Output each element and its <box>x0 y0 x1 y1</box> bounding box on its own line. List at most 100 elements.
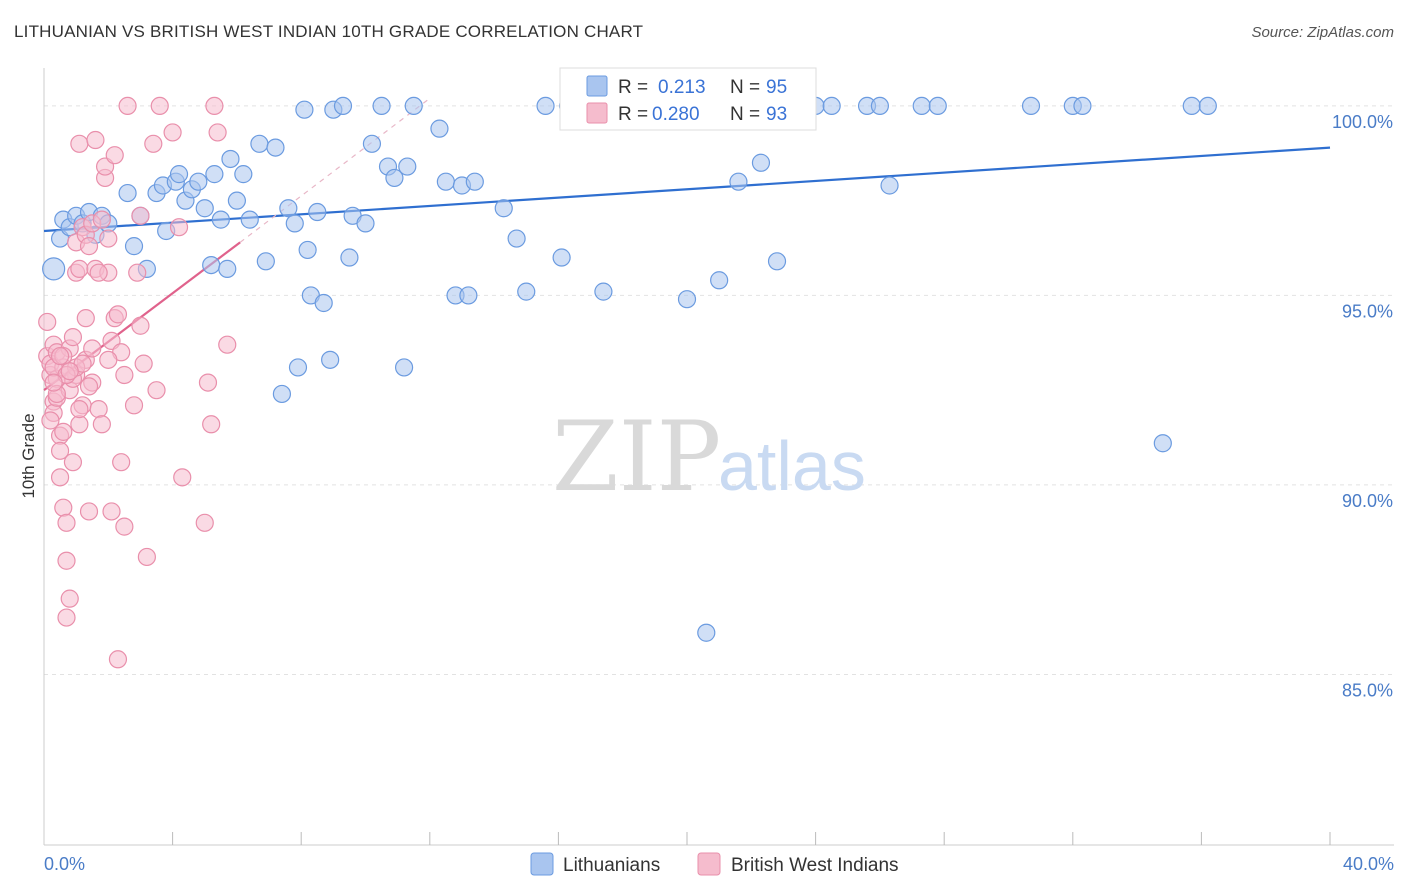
point-british-west-indian <box>202 415 221 434</box>
point-lithuanian <box>250 134 269 153</box>
point-british-west-indian <box>144 134 163 153</box>
point-british-west-indian <box>198 373 218 392</box>
point-british-west-indian <box>50 468 70 487</box>
point-british-west-indian <box>108 650 128 669</box>
point-british-west-indian <box>38 312 57 332</box>
point-british-west-indian <box>112 453 131 472</box>
point-british-west-indian <box>108 305 128 324</box>
point-british-west-indian <box>128 263 147 282</box>
point-british-west-indian <box>76 309 95 328</box>
point-lithuanian <box>870 96 890 116</box>
point-british-west-indian <box>218 335 237 354</box>
trendlines <box>43 97 1331 392</box>
point-british-west-indian <box>57 513 76 532</box>
point-lithuanian <box>218 259 237 278</box>
point-lithuanian <box>362 134 382 153</box>
point-lithuanian <box>1182 96 1201 116</box>
point-british-west-indian <box>54 498 73 517</box>
legend-n-value-1: 95 <box>766 77 787 98</box>
point-british-west-indian <box>163 123 182 142</box>
point-lithuanian <box>189 172 208 191</box>
x-ticks <box>172 832 1331 845</box>
legend-r-value-1: 0.213 <box>658 77 706 98</box>
point-lithuanian <box>340 248 359 267</box>
point-lithuanian <box>880 176 899 195</box>
bottom-legend-label-british-west-indians[interactable]: British West Indians <box>731 855 899 876</box>
legend-swatch-british-west-indians <box>586 102 608 124</box>
point-lithuanian <box>912 96 931 116</box>
legend-swatch-lithuanians <box>586 75 608 97</box>
point-lithuanian <box>729 172 748 191</box>
point-lithuanian <box>169 165 189 184</box>
point-british-west-indian <box>60 589 79 608</box>
y-tick-label: 95.0% <box>1342 301 1393 321</box>
point-british-west-indian <box>70 415 89 434</box>
point-lithuanian <box>240 210 259 229</box>
point-british-west-indian <box>63 328 83 347</box>
legend-r-label-2: R = <box>618 104 648 125</box>
chart-title: LITHUANIAN VS BRITISH WEST INDIAN 10TH G… <box>14 22 644 41</box>
legend-r-value-2: 0.280 <box>652 104 700 125</box>
point-lithuanian <box>372 96 391 116</box>
bottom-legend-label-lithuanians[interactable]: Lithuanians <box>563 855 660 876</box>
point-lithuanian <box>552 248 571 267</box>
point-lithuanian <box>266 138 285 157</box>
point-lithuanian <box>118 183 137 203</box>
stats-legend: R = 0.213 N = 95 R = 0.280 N = 93 <box>559 67 817 131</box>
point-british-west-indian <box>83 339 102 358</box>
point-british-west-indian <box>173 468 192 487</box>
point-british-west-indian <box>131 206 150 225</box>
source-attribution: Source: ZipAtlas.com <box>1251 24 1394 41</box>
point-lithuanian <box>1021 96 1041 116</box>
point-british-west-indian <box>54 422 73 441</box>
point-lithuanian <box>404 96 423 116</box>
point-british-west-indian <box>147 381 166 400</box>
point-lithuanian <box>1073 96 1092 116</box>
point-british-west-indian <box>79 502 99 521</box>
point-british-west-indian <box>150 96 169 116</box>
legend-r-label-1: R = <box>618 77 648 98</box>
point-lithuanian <box>272 384 292 404</box>
legend-n-label-1: N = <box>730 77 760 98</box>
point-british-west-indian <box>124 396 144 415</box>
point-british-west-indian <box>57 608 76 627</box>
point-lithuanian <box>308 202 327 222</box>
bottom-legend-swatch-british-west-indians[interactable] <box>697 852 721 876</box>
point-british-west-indian <box>99 229 118 248</box>
x-tick-max: 40.0% <box>1343 854 1394 874</box>
y-axis-label: 10th Grade <box>19 413 38 498</box>
y-tick-label: 90.0% <box>1342 491 1393 511</box>
data-points <box>38 96 1217 669</box>
point-lithuanian <box>697 623 716 642</box>
point-british-west-indian <box>115 365 134 385</box>
point-british-west-indian <box>102 502 121 521</box>
point-british-west-indian <box>105 146 124 165</box>
point-lithuanian <box>227 191 246 210</box>
point-lithuanian <box>202 255 221 275</box>
point-lithuanian <box>288 358 308 377</box>
point-british-west-indian <box>79 377 99 396</box>
point-lithuanian <box>710 271 729 290</box>
point-lithuanian <box>195 199 214 218</box>
point-british-west-indian <box>63 453 83 472</box>
point-lithuanian <box>385 168 404 188</box>
point-lithuanian <box>517 282 536 301</box>
point-british-west-indian <box>137 547 156 567</box>
bottom-legend-swatch-lithuanians[interactable] <box>530 852 554 876</box>
legend-n-value-2: 93 <box>766 104 787 125</box>
point-lithuanian <box>314 293 333 313</box>
point-british-west-indian <box>92 415 111 434</box>
point-lithuanian <box>594 282 613 301</box>
point-british-west-indian <box>134 354 153 373</box>
point-british-west-indian <box>60 362 79 381</box>
point-british-west-indian <box>131 316 150 335</box>
gridlines <box>44 105 1394 675</box>
legend-n-label-2: N = <box>730 104 760 125</box>
point-british-west-indian <box>70 259 89 278</box>
point-british-west-indian <box>115 517 134 536</box>
y-tick-label: 85.0% <box>1342 680 1393 700</box>
point-lithuanian <box>767 252 787 271</box>
point-british-west-indian <box>44 373 63 392</box>
point-lithuanian <box>321 350 340 369</box>
